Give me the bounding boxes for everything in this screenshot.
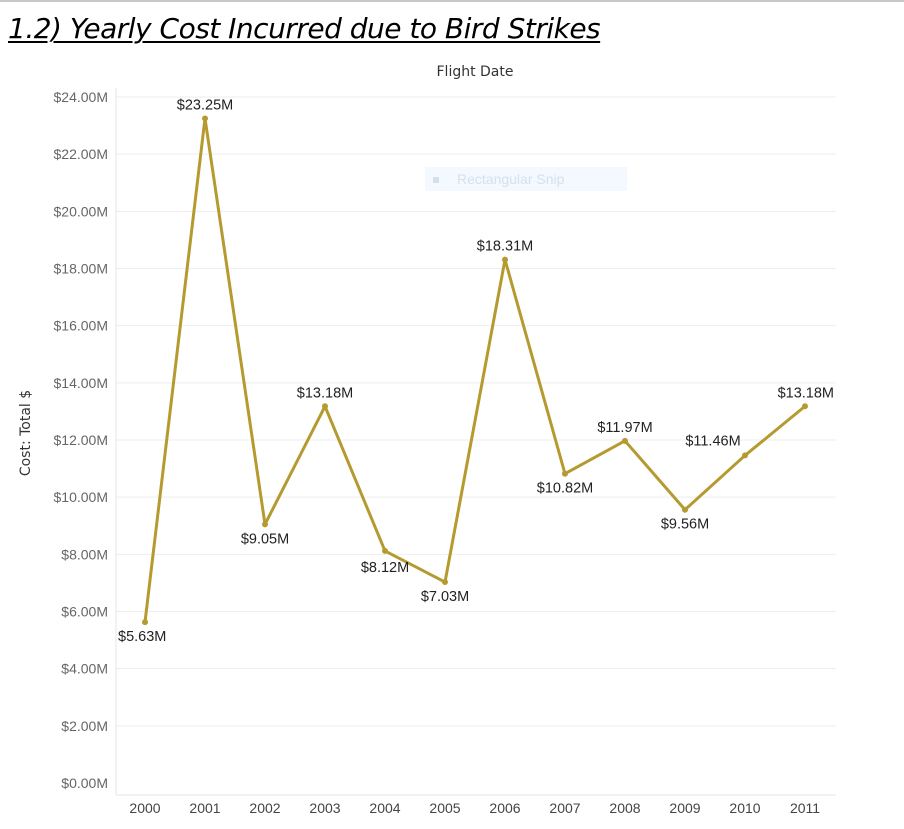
data-label: $9.05M bbox=[241, 531, 289, 547]
data-point[interactable] bbox=[802, 403, 808, 410]
y-tick-label: $12.00M bbox=[54, 432, 108, 448]
data-label: $11.97M bbox=[597, 420, 652, 436]
grid-lines bbox=[116, 96, 836, 727]
x-tick-label: 2009 bbox=[669, 800, 700, 816]
y-axis-ticks: $0.00M $2.00M $4.00M $6.00M $8.00M $10.00M $12… bbox=[54, 89, 108, 791]
data-labels: $5.63M $23.25M $9.05M $13.18M $8.12M $7.03M $1… bbox=[118, 97, 834, 645]
y-tick-label: $8.00M bbox=[61, 546, 108, 562]
data-point[interactable] bbox=[322, 403, 328, 410]
x-tick-label: 2001 bbox=[189, 800, 220, 816]
data-label: $8.12M bbox=[361, 560, 409, 576]
y-tick-label: $10.00M bbox=[54, 489, 108, 505]
y-tick-label: $18.00M bbox=[54, 261, 108, 277]
data-label: $9.56M bbox=[661, 517, 709, 533]
y-tick-label: $20.00M bbox=[54, 203, 108, 219]
x-tick-label: 2011 bbox=[790, 800, 820, 816]
y-tick-label: $6.00M bbox=[61, 604, 108, 620]
data-point[interactable] bbox=[682, 506, 688, 513]
x-tick-label: 2005 bbox=[429, 800, 460, 816]
page-title: 1.2) Yearly Cost Incurred due to Bird St… bbox=[8, 12, 601, 45]
rectangular-snip-overlay: Rectangular Snip bbox=[425, 167, 627, 191]
data-label: $10.82M bbox=[537, 481, 593, 497]
data-point[interactable] bbox=[742, 452, 748, 459]
data-point[interactable] bbox=[202, 115, 208, 122]
data-point[interactable] bbox=[262, 521, 268, 528]
data-point[interactable] bbox=[562, 470, 568, 477]
y-tick-label: $2.00M bbox=[61, 718, 108, 734]
series-line bbox=[143, 116, 807, 624]
top-divider bbox=[0, 0, 904, 2]
cost-series-line bbox=[143, 116, 807, 624]
y-tick-label: $22.00M bbox=[54, 146, 108, 162]
x-axis-ticks: 2000 2001 2002 2003 2004 2005 2006 2007 2008 2009… bbox=[129, 800, 820, 816]
x-tick-label: 2010 bbox=[729, 800, 760, 816]
data-label: $5.63M bbox=[118, 629, 166, 645]
y-tick-label: $4.00M bbox=[61, 661, 108, 677]
x-tick-label: 2002 bbox=[249, 800, 280, 816]
x-tick-label: 2006 bbox=[489, 800, 520, 816]
snip-icon bbox=[433, 177, 439, 184]
data-label: $23.25M bbox=[177, 97, 233, 113]
x-tick-label: 2003 bbox=[309, 800, 340, 816]
y-tick-label: $0.00M bbox=[61, 775, 108, 791]
data-label: $13.18M bbox=[297, 385, 353, 401]
x-axis-header: Flight Date bbox=[436, 64, 514, 80]
y-tick-label: $16.00M bbox=[54, 318, 108, 334]
data-label: $11.46M bbox=[685, 433, 740, 449]
data-points bbox=[142, 115, 808, 626]
snip-overlay-label: Rectangular Snip bbox=[457, 171, 565, 187]
data-point[interactable] bbox=[622, 437, 628, 444]
data-point[interactable] bbox=[382, 547, 388, 554]
x-tick-label: 2004 bbox=[369, 800, 400, 816]
axes bbox=[115, 88, 836, 796]
x-tick-label: 2007 bbox=[549, 800, 580, 816]
data-label: $13.18M bbox=[778, 385, 834, 401]
x-tick-label: 2000 bbox=[129, 800, 160, 816]
data-point[interactable] bbox=[442, 579, 448, 586]
data-point[interactable] bbox=[502, 256, 508, 263]
data-point[interactable] bbox=[142, 619, 148, 626]
y-tick-label: $24.00M bbox=[54, 89, 108, 105]
data-label: $18.31M bbox=[477, 239, 533, 255]
x-tick-label: 2008 bbox=[609, 800, 640, 816]
y-tick-label: $14.00M bbox=[54, 375, 108, 391]
data-label: $7.03M bbox=[421, 589, 469, 605]
